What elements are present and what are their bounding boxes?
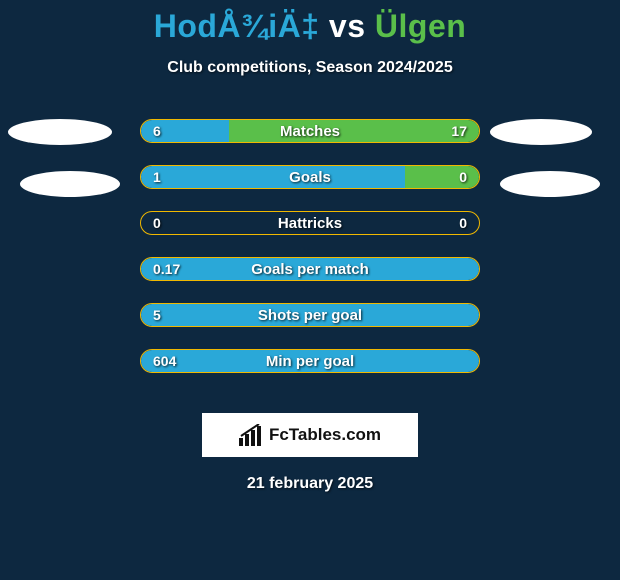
stat-row: 5Shots per goal xyxy=(140,303,480,327)
bar-label: Goals xyxy=(141,166,479,188)
title-vs: vs xyxy=(320,8,375,44)
placeholder-ellipse xyxy=(490,119,592,145)
date: 21 february 2025 xyxy=(0,475,620,493)
bar-label: Goals per match xyxy=(141,258,479,280)
bar-label: Min per goal xyxy=(141,350,479,372)
fctables-logo: FcTables.com xyxy=(202,413,418,457)
bar-label: Shots per goal xyxy=(141,304,479,326)
stat-bars: 617Matches 10Goals 00Hattricks 0.17Goals pe… xyxy=(140,119,480,395)
title-player2: Ülgen xyxy=(375,8,466,44)
stat-row: 00Hattricks xyxy=(140,211,480,235)
bar-label: Matches xyxy=(141,120,479,142)
chart-area: 617Matches 10Goals 00Hattricks 0.17Goals pe… xyxy=(0,119,620,399)
stat-row: 617Matches xyxy=(140,119,480,143)
stat-row: 604Min per goal xyxy=(140,349,480,373)
title-player1: HodÅ¾iÄ‡ xyxy=(154,8,320,44)
stat-row: 10Goals xyxy=(140,165,480,189)
stat-row: 0.17Goals per match xyxy=(140,257,480,281)
chart-icon xyxy=(239,424,263,446)
logo-text: FcTables.com xyxy=(269,425,381,445)
placeholder-ellipse xyxy=(8,119,112,145)
bar-label: Hattricks xyxy=(141,212,479,234)
placeholder-ellipse xyxy=(20,171,120,197)
placeholder-ellipse xyxy=(500,171,600,197)
page-title: HodÅ¾iÄ‡ vs Ülgen xyxy=(0,0,620,45)
subtitle: Club competitions, Season 2024/2025 xyxy=(0,59,620,77)
